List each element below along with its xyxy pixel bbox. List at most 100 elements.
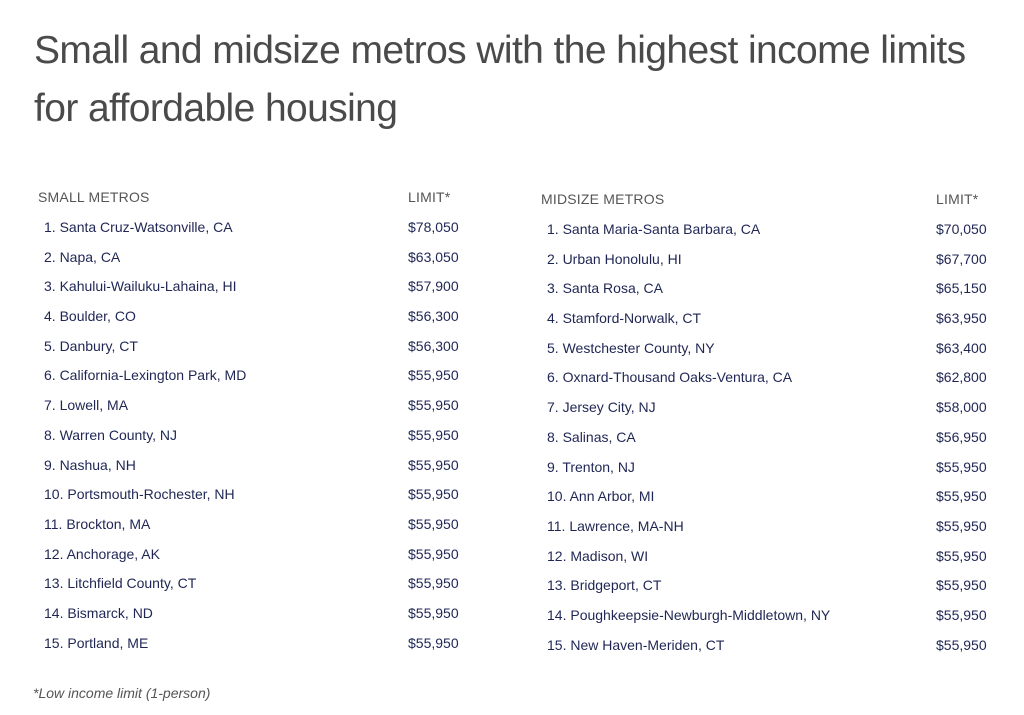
small-metros-table: SMALL METROS LIMIT* 1. Santa Cruz-Watson… [38, 189, 478, 664]
limit-value: $70,050 [936, 221, 987, 237]
table-row: 5. Danbury, CT $56,300 [38, 338, 478, 368]
limit-value: $55,950 [936, 636, 987, 653]
metro-name: 11. Brockton, MA [44, 515, 151, 532]
metro-name: 10. Portsmouth-Rochester, NH [44, 486, 235, 503]
table-row: 1. Santa Cruz-Watsonville, CA $78,050 [38, 219, 478, 249]
limit-value: $62,800 [936, 369, 987, 386]
limit-value: $63,950 [936, 310, 987, 327]
table-row: 10. Portsmouth-Rochester, NH $55,950 [38, 486, 478, 516]
metro-name: 7. Jersey City, NJ [547, 399, 656, 416]
page-title: Small and midsize metros with the highes… [34, 29, 966, 130]
table-row: 6. California-Lexington Park, MD $55,950 [38, 367, 478, 397]
column-header-limit: LIMIT* [936, 191, 979, 207]
table-row: 15. Portland, ME $55,950 [38, 635, 478, 665]
table-row: 7. Jersey City, NJ $58,000 [541, 399, 1001, 429]
limit-value: $55,950 [408, 634, 459, 651]
table-row: 12. Anchorage, AK $55,950 [38, 546, 478, 576]
table-row: 15. New Haven-Meriden, CT $55,950 [541, 637, 1001, 667]
table-row: 13. Litchfield County, CT $55,950 [38, 575, 478, 605]
table-row: 14. Poughkeepsie-Newburgh-Middletown, NY… [541, 607, 1001, 637]
metro-name: 9. Trenton, NJ [547, 458, 635, 475]
metro-name: 6. California-Lexington Park, MD [44, 367, 247, 384]
table-row: 6. Oxnard-Thousand Oaks-Ventura, CA $62,8… [541, 369, 1001, 399]
midsize-metros-table: MIDSIZE METROS LIMIT* 1. Santa Maria-San… [541, 191, 1001, 666]
table-row: 7. Lowell, MA $55,950 [38, 397, 478, 427]
limit-value: $55,950 [408, 575, 459, 592]
limit-value: $55,950 [408, 456, 459, 473]
limit-value: $63,400 [936, 339, 987, 356]
limit-value: $57,900 [408, 278, 459, 295]
metro-name: 6. Oxnard-Thousand Oaks-Ventura, CA [547, 369, 793, 386]
metro-name: 13. Bridgeport, CT [547, 577, 662, 594]
metro-name: 11. Lawrence, MA-NH [547, 517, 684, 534]
limit-value: $55,950 [408, 604, 459, 621]
metro-name: 10. Ann Arbor, MI [547, 488, 655, 505]
metro-name: 4. Boulder, CO [44, 308, 136, 325]
table-header: MIDSIZE METROS LIMIT* [541, 191, 1001, 213]
limit-value: $55,950 [936, 577, 987, 594]
limit-value: $65,150 [936, 280, 987, 297]
metro-name: 15. Portland, ME [44, 634, 149, 651]
table-row: 11. Lawrence, MA-NH $55,950 [541, 518, 1001, 548]
limit-value: $58,000 [936, 399, 987, 416]
metro-name: 14. Bismarck, ND [44, 604, 153, 621]
table-row: 3. Kahului-Wailuku-Lahaina, HI $57,900 [38, 278, 478, 308]
footnote: *Low income limit (1-person) [33, 685, 211, 701]
limit-value: $55,950 [408, 545, 459, 562]
metro-name: 13. Litchfield County, CT [44, 575, 197, 592]
table-row: 9. Nashua, NH $55,950 [38, 457, 478, 487]
metro-name: 5. Danbury, CT [44, 337, 138, 354]
table-row: 2. Urban Honolulu, HI $67,700 [541, 251, 1001, 281]
metro-name: 12. Anchorage, AK [44, 545, 160, 562]
table-row: 4. Boulder, CO $56,300 [38, 308, 478, 338]
table-row: 13. Bridgeport, CT $55,950 [541, 577, 1001, 607]
limit-value: $67,700 [936, 250, 987, 267]
limit-value: $78,050 [408, 219, 459, 235]
metro-name: 12. Madison, WI [547, 547, 649, 564]
metro-name: 5. Westchester County, NY [547, 339, 715, 356]
table-row: 2. Napa, CA $63,050 [38, 249, 478, 279]
table-row: 4. Stamford-Norwalk, CT $63,950 [541, 310, 1001, 340]
limit-value: $55,950 [936, 547, 987, 564]
limit-value: $55,950 [408, 486, 459, 503]
table-body: 1. Santa Cruz-Watsonville, CA $78,050 2. … [38, 219, 478, 664]
column-header-metro: SMALL METROS [38, 189, 150, 205]
limit-value: $55,950 [408, 397, 459, 414]
table-body: 1. Santa Maria-Santa Barbara, CA $70,050 … [541, 221, 1001, 666]
limit-value: $55,950 [936, 458, 987, 475]
limit-value: $56,300 [408, 308, 459, 325]
metro-name: 1. Santa Maria-Santa Barbara, CA [547, 221, 761, 237]
column-header-metro: MIDSIZE METROS [541, 191, 665, 207]
table-row: 10. Ann Arbor, MI $55,950 [541, 488, 1001, 518]
table-row: 8. Warren County, NJ $55,950 [38, 427, 478, 457]
table-row: 5. Westchester County, NY $63,400 [541, 340, 1001, 370]
metro-name: 8. Warren County, NJ [44, 426, 178, 443]
table-row: 1. Santa Maria-Santa Barbara, CA $70,050 [541, 221, 1001, 251]
limit-value: $55,950 [936, 517, 987, 534]
table-row: 14. Bismarck, ND $55,950 [38, 605, 478, 635]
metro-name: 1. Santa Cruz-Watsonville, CA [44, 219, 233, 235]
limit-value: $55,950 [408, 367, 459, 384]
metro-name: 15. New Haven-Meriden, CT [547, 636, 725, 653]
table-row: 11. Brockton, MA $55,950 [38, 516, 478, 546]
table-row: 12. Madison, WI $55,950 [541, 548, 1001, 578]
table-row: 3. Santa Rosa, CA $65,150 [541, 280, 1001, 310]
metro-name: 4. Stamford-Norwalk, CT [547, 310, 702, 327]
metro-name: 14. Poughkeepsie-Newburgh-Middletown, NY [547, 606, 831, 623]
metro-name: 3. Kahului-Wailuku-Lahaina, HI [44, 278, 237, 295]
table-row: 9. Trenton, NJ $55,950 [541, 459, 1001, 489]
metro-name: 2. Urban Honolulu, HI [547, 250, 682, 267]
metro-name: 9. Nashua, NH [44, 456, 136, 473]
metro-name: 8. Salinas, CA [547, 428, 636, 445]
limit-value: $56,950 [936, 428, 987, 445]
table-row: 8. Salinas, CA $56,950 [541, 429, 1001, 459]
metro-name: 2. Napa, CA [44, 248, 121, 265]
metro-name: 7. Lowell, MA [44, 397, 129, 414]
limit-value: $56,300 [408, 337, 459, 354]
limit-value: $55,950 [408, 426, 459, 443]
column-header-limit: LIMIT* [408, 189, 451, 205]
limit-value: $55,950 [408, 515, 459, 532]
metro-name: 3. Santa Rosa, CA [547, 280, 663, 297]
table-header: SMALL METROS LIMIT* [38, 189, 478, 211]
limit-value: $55,950 [936, 488, 987, 505]
